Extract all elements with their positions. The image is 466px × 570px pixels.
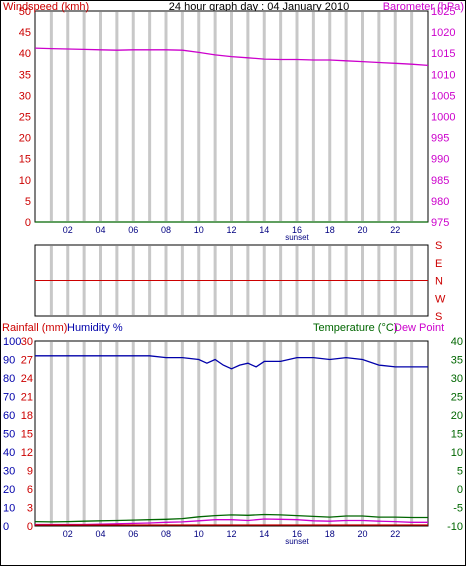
panel1-x-tick-label: 08 — [161, 225, 171, 235]
humidity-y-tick-label: 90 — [3, 355, 15, 367]
barometer-y-tick-label: 985 — [431, 175, 449, 187]
windspeed-y-tick-label: 50 — [19, 6, 31, 18]
windspeed-y-tick-label: 20 — [19, 133, 31, 145]
temperature-y-tick-label: -10 — [447, 521, 463, 533]
barometer-y-tick-label: 1005 — [431, 90, 455, 102]
temperature-y-tick-label: 20 — [451, 410, 463, 422]
wind-direction-tick-label: S — [435, 240, 442, 252]
humidity-line — [35, 355, 428, 370]
barometer-y-tick-label: 995 — [431, 133, 449, 145]
rainfall-y-tick-label: 21 — [21, 392, 33, 404]
humidity-y-tick-label: 30 — [3, 466, 15, 478]
windspeed-y-tick-label: 35 — [19, 69, 31, 81]
temperature-line — [34, 513, 428, 523]
panel1-x-tick-label: 14 — [259, 225, 269, 235]
barometer-y-tick-label: 1000 — [431, 112, 455, 124]
panel1-x-tick-label: 10 — [194, 225, 204, 235]
panel1-x-tick-label: 16 — [292, 225, 302, 235]
temperature-y-tick-label: 35 — [451, 355, 463, 367]
wind-direction-tick-label: N — [435, 276, 443, 288]
panel1-x-tick-label: 04 — [95, 225, 105, 235]
barometer-y-tick-label: 1020 — [431, 27, 455, 39]
wind-direction-tick-label: E — [435, 258, 442, 270]
barometer-y-tick-label: 990 — [431, 154, 449, 166]
dewpoint-axis-title: Dew Point — [394, 322, 444, 334]
panel1-x-tick-label: 22 — [390, 225, 400, 235]
rainfall-y-tick-label: 9 — [27, 466, 33, 478]
panel3-x-tick-label: 22 — [390, 529, 400, 539]
panel3-x-tick-label: 06 — [128, 529, 138, 539]
windspeed-y-tick-label: 0 — [25, 217, 31, 229]
temperature-y-tick-label: -5 — [453, 503, 463, 515]
panel1-x-tick-label: 18 — [325, 225, 335, 235]
humidity-y-tick-label: 70 — [3, 392, 15, 404]
chart-title: 24 hour graph day : 04 January 2010 — [169, 1, 349, 13]
rainfall-y-tick-label: 3 — [27, 503, 33, 515]
temperature-y-tick-label: 5 — [457, 466, 463, 478]
panel3-x-tick-label: 08 — [161, 529, 171, 539]
temperature-y-tick-label: 25 — [451, 392, 463, 404]
panel1-sunset-label: sunset — [285, 233, 309, 242]
panel1-x-tick-label: 06 — [128, 225, 138, 235]
barometer-line — [34, 47, 429, 67]
panel1-x-tick-label: 20 — [357, 225, 367, 235]
windspeed-y-tick-label: 30 — [19, 90, 31, 102]
wind-direction-tick-label: W — [435, 293, 446, 305]
windspeed-y-tick-label: 40 — [19, 48, 31, 60]
windspeed-axis-title: Windspeed (kmh) — [3, 1, 89, 13]
windspeed-y-tick-label: 15 — [19, 154, 31, 166]
windspeed-y-tick-label: 10 — [19, 175, 31, 187]
rainfall-y-tick-label: 6 — [27, 484, 33, 496]
windspeed-y-tick-label: 5 — [25, 196, 31, 208]
barometer-y-tick-label: 980 — [431, 196, 449, 208]
dewpoint-line — [35, 518, 428, 526]
panel1-x-tick-label: 02 — [63, 225, 73, 235]
humidity-y-tick-label: 50 — [3, 429, 15, 441]
panel3-sunset-label: sunset — [285, 537, 309, 546]
panel3-x-tick-label: 12 — [226, 529, 236, 539]
humidity-y-tick-label: 0 — [3, 521, 9, 533]
panel3-x-tick-label: 18 — [325, 529, 335, 539]
humidity-y-tick-label: 80 — [3, 373, 15, 385]
humidity-y-tick-label: 40 — [3, 447, 15, 459]
humidity-axis-title: Humidity % — [67, 322, 123, 334]
barometer-y-tick-label: 1025 — [431, 6, 455, 18]
barometer-y-tick-label: 1010 — [431, 69, 455, 81]
barometer-y-tick-label: 1015 — [431, 48, 455, 60]
rainfall-y-tick-label: 24 — [21, 373, 33, 385]
wind-direction-tick-label: S — [435, 311, 442, 323]
rainfall-y-tick-label: 0 — [27, 521, 33, 533]
humidity-y-tick-label: 100 — [3, 336, 21, 348]
humidity-y-tick-label: 60 — [3, 410, 15, 422]
panel3-x-tick-label: 20 — [357, 529, 367, 539]
temperature-y-tick-label: 15 — [451, 429, 463, 441]
barometer-y-tick-label: 975 — [431, 217, 449, 229]
temperature-y-tick-label: 40 — [451, 336, 463, 348]
panel1-x-tick-label: 12 — [226, 225, 236, 235]
rainfall-axis-title: Rainfall (mm) — [2, 322, 67, 334]
temperature-y-tick-label: 30 — [451, 373, 463, 385]
temperature-axis-title: Temperature (°C) — [313, 322, 397, 334]
temperature-y-tick-label: 10 — [451, 447, 463, 459]
panel3-x-tick-label: 10 — [194, 529, 204, 539]
windspeed-y-tick-label: 45 — [19, 27, 31, 39]
windspeed-y-tick-label: 25 — [19, 112, 31, 124]
panel3-x-tick-label: 02 — [63, 529, 73, 539]
rainfall-y-tick-label: 27 — [21, 355, 33, 367]
rainfall-y-tick-label: 18 — [21, 410, 33, 422]
temperature-y-tick-label: 0 — [457, 484, 463, 496]
rainfall-y-tick-label: 12 — [21, 447, 33, 459]
barometer-axis-title: Barometer (hPa) — [383, 1, 464, 13]
humidity-y-tick-label: 10 — [3, 503, 15, 515]
rainfall-y-tick-label: 30 — [21, 336, 33, 348]
rainfall-y-tick-label: 15 — [21, 429, 33, 441]
panel3-x-tick-label: 16 — [292, 529, 302, 539]
panel3-x-tick-label: 14 — [259, 529, 269, 539]
panel3-x-tick-label: 04 — [95, 529, 105, 539]
humidity-y-tick-label: 20 — [3, 484, 15, 496]
